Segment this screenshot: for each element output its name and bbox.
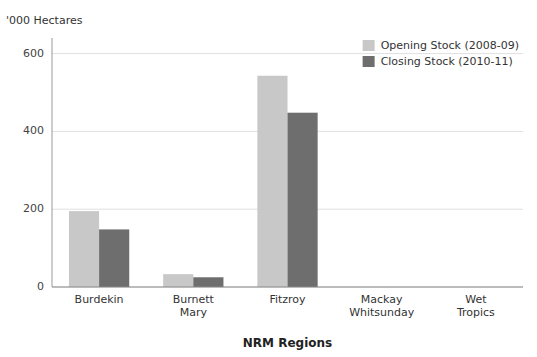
legend-swatch [363, 40, 375, 51]
y-tick-label: 600 [23, 47, 44, 60]
bar [288, 113, 318, 287]
x-tick-label: BurnettMary [173, 293, 215, 319]
x-tick-label: Fitzroy [269, 293, 306, 306]
legend-item: Opening Stock (2008-09) [363, 39, 519, 52]
x-tick-label-line: Mary [180, 306, 208, 319]
x-axis-label: NRM Regions [243, 336, 332, 350]
x-axis-line [52, 287, 523, 288]
x-tick-label-line: Fitzroy [269, 293, 306, 306]
y-tick-label: 400 [23, 124, 44, 137]
bar [99, 229, 129, 287]
x-tick-label-line: Mackay [361, 293, 403, 306]
x-tick-label: Burdekin [75, 293, 124, 306]
y-axis-label: '000 Hectares [6, 14, 83, 27]
x-tick-label-line: Whitsunday [349, 306, 415, 319]
chart-svg: 0 200 400 600 Burdekin BurnettMary Fitzroy Mack… [0, 0, 537, 357]
legend-label: Closing Stock (2010-11) [381, 55, 513, 68]
bar [69, 211, 99, 287]
legend: Opening Stock (2008-09) Closing Stock (20… [363, 39, 519, 68]
x-tick-label-line: Tropics [456, 306, 495, 319]
x-tick-label: WetTropics [456, 293, 495, 319]
bar [257, 76, 287, 287]
x-tick-label-line: Burnett [173, 293, 215, 306]
grid-line [52, 53, 523, 54]
y-tick-label: 200 [23, 202, 44, 215]
y-tick-label: 0 [37, 280, 44, 293]
x-tick-label-line: Burdekin [75, 293, 124, 306]
x-tick-label: MackayWhitsunday [349, 293, 415, 319]
legend-label: Opening Stock (2008-09) [381, 39, 519, 52]
bar [193, 277, 223, 287]
legend-item: Closing Stock (2010-11) [363, 55, 513, 68]
x-tick-label-line: Wet [465, 293, 487, 306]
y-axis-line [52, 38, 53, 287]
legend-swatch [363, 56, 375, 67]
bar [163, 274, 193, 287]
bars [69, 76, 318, 287]
chart-container: 0 200 400 600 Burdekin BurnettMary Fitzroy Mack… [0, 0, 537, 357]
grid-line [52, 287, 523, 288]
